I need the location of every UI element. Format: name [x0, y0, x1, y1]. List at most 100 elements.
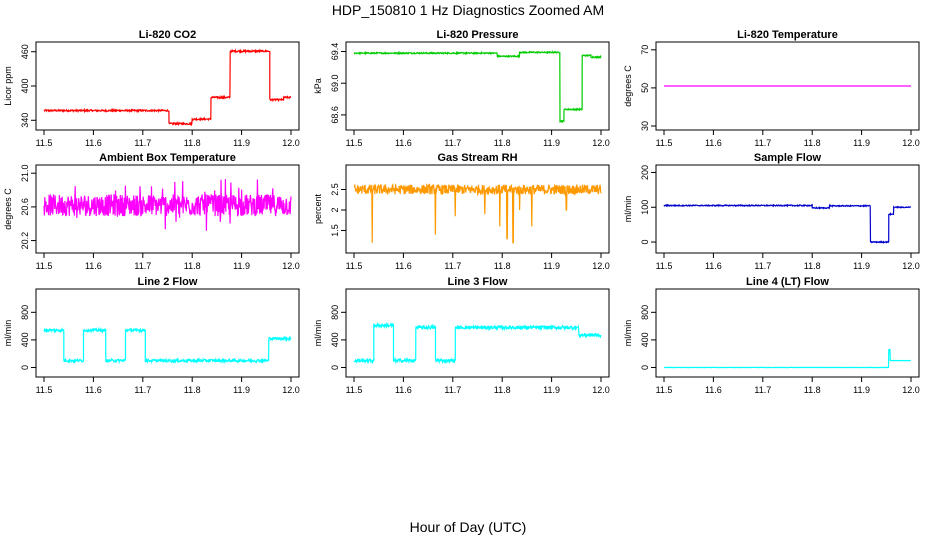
x-tick-label: 12.0: [902, 385, 920, 395]
x-tick-label: 11.6: [85, 261, 102, 271]
x-tick-label: 11.9: [853, 385, 870, 395]
x-tick-label: 11.9: [853, 138, 870, 148]
panel-title: Sample Flow: [754, 152, 822, 164]
x-tick-label: 11.7: [134, 138, 151, 148]
y-tick-label: 0: [640, 365, 650, 370]
data-series-line: [353, 321, 602, 365]
x-tick-label: 11.5: [656, 385, 673, 395]
x-tick-label: 11.7: [754, 261, 771, 271]
y-axis-label: ml/min: [623, 320, 633, 347]
panel-4: Gas Stream RH percent 1.5 2 2.5 11.5 11.6 11.7 1…: [313, 152, 610, 271]
x-tick-label: 12.0: [592, 385, 610, 395]
plot-frame: [345, 288, 610, 378]
x-tick-label: 11.8: [184, 138, 201, 148]
panel-title: Line 4 (LT) Flow: [746, 276, 829, 288]
y-tick-label: 400: [640, 332, 650, 347]
y-tick-label: 20.2: [20, 232, 30, 250]
x-tick-label: 11.5: [656, 261, 673, 271]
x-tick-label: 11.8: [804, 385, 821, 395]
panel-title: Ambient Box Temperature: [99, 152, 236, 164]
y-tick-label: 800: [20, 305, 30, 320]
plot-frame: [345, 164, 610, 254]
panel-title: Line 3 Flow: [448, 276, 508, 288]
x-tick-label: 11.7: [134, 385, 151, 395]
y-tick-label: 800: [640, 305, 650, 320]
x-tick-label: 12.0: [902, 138, 920, 148]
x-tick-label: 12.0: [592, 261, 610, 271]
x-tick-label: 11.8: [494, 138, 511, 148]
x-tick-label: 11.9: [543, 385, 560, 395]
y-axis-label: kPa: [313, 78, 323, 94]
y-tick-label: 68.6: [330, 106, 340, 124]
data-series-line: [353, 50, 602, 124]
x-tick-label: 11.6: [395, 261, 412, 271]
panel-title: Line 2 Flow: [138, 276, 198, 288]
data-series-line: [663, 203, 912, 244]
y-axis-label: ml/min: [623, 196, 633, 223]
x-tick-label: 11.5: [36, 385, 53, 395]
y-tick-label: 460: [20, 44, 30, 59]
y-axis-label: ml/min: [313, 320, 323, 347]
panel-0: Li-820 CO2 Licor ppm 340 400 460 11.5 11.6 11.7…: [3, 29, 300, 148]
x-tick-label: 11.6: [705, 385, 722, 395]
panel-title: Gas Stream RH: [437, 152, 517, 164]
y-tick-label: 400: [20, 332, 30, 347]
y-axis-label: Licor ppm: [3, 66, 13, 106]
panel-6: Line 2 Flow ml/min 0 400 800 11.5 11.6 11.7 11.8…: [3, 276, 300, 395]
plot-frame: [655, 164, 920, 254]
x-tick-label: 11.9: [853, 261, 870, 271]
x-tick-label: 11.8: [804, 138, 821, 148]
x-tick-label: 11.9: [233, 138, 250, 148]
y-axis-label: degrees C: [623, 65, 633, 107]
y-tick-label: 400: [330, 332, 340, 347]
x-tick-label: 12.0: [282, 261, 300, 271]
x-tick-label: 11.5: [346, 385, 363, 395]
y-tick-label: 2.5: [330, 183, 340, 196]
y-tick-label: 69.0: [330, 74, 340, 92]
y-tick-label: 0: [640, 240, 650, 245]
x-tick-label: 11.7: [134, 261, 151, 271]
data-series-line: [663, 348, 911, 369]
x-tick-label: 11.8: [494, 385, 511, 395]
x-tick-label: 11.8: [184, 385, 201, 395]
y-tick-label: 30: [640, 121, 650, 131]
x-tick-label: 11.7: [444, 138, 461, 148]
plot-frame: [655, 41, 920, 131]
x-tick-label: 11.6: [85, 138, 102, 148]
y-tick-label: 1.5: [330, 224, 340, 237]
y-axis-label: percent: [313, 193, 323, 224]
x-tick-label: 11.5: [36, 261, 53, 271]
x-tick-label: 11.8: [804, 261, 821, 271]
x-tick-label: 11.6: [395, 385, 412, 395]
panel-title: Li-820 Temperature: [737, 29, 838, 41]
y-tick-label: 21.0: [20, 164, 30, 182]
x-tick-label: 11.7: [444, 261, 461, 271]
x-tick-label: 11.7: [754, 385, 771, 395]
plot-frame: [345, 41, 610, 131]
data-series-line: [353, 183, 602, 244]
x-tick-label: 11.9: [233, 261, 250, 271]
figure-title: HDP_150810 1 Hz Diagnostics Zoomed AM: [331, 2, 605, 18]
x-tick-label: 11.6: [395, 138, 412, 148]
x-tick-label: 11.7: [754, 138, 771, 148]
panel-5: Sample Flow ml/min 0 100 200 11.5 11.6 11.7 11.8…: [623, 152, 920, 271]
x-tick-label: 11.5: [346, 261, 363, 271]
x-tick-label: 11.5: [346, 138, 363, 148]
panel-title: Li-820 CO2: [139, 29, 196, 41]
data-series-line: [43, 48, 292, 127]
panel-8: Line 4 (LT) Flow ml/min 0 400 800 11.5 11.6 11.…: [623, 276, 920, 395]
x-tick-label: 11.9: [543, 261, 560, 271]
x-tick-label: 12.0: [902, 261, 920, 271]
y-tick-label: 70: [640, 45, 650, 55]
x-tick-label: 11.9: [233, 385, 250, 395]
x-tick-label: 11.9: [543, 138, 560, 148]
y-tick-label: 0: [20, 365, 30, 370]
y-tick-label: 200: [640, 165, 650, 180]
panel-title: Li-820 Pressure: [437, 29, 519, 41]
x-tick-label: 11.7: [444, 385, 461, 395]
plot-frame: [35, 164, 300, 254]
x-tick-label: 12.0: [282, 385, 300, 395]
x-tick-label: 11.8: [494, 261, 511, 271]
plot-frame: [655, 288, 920, 378]
